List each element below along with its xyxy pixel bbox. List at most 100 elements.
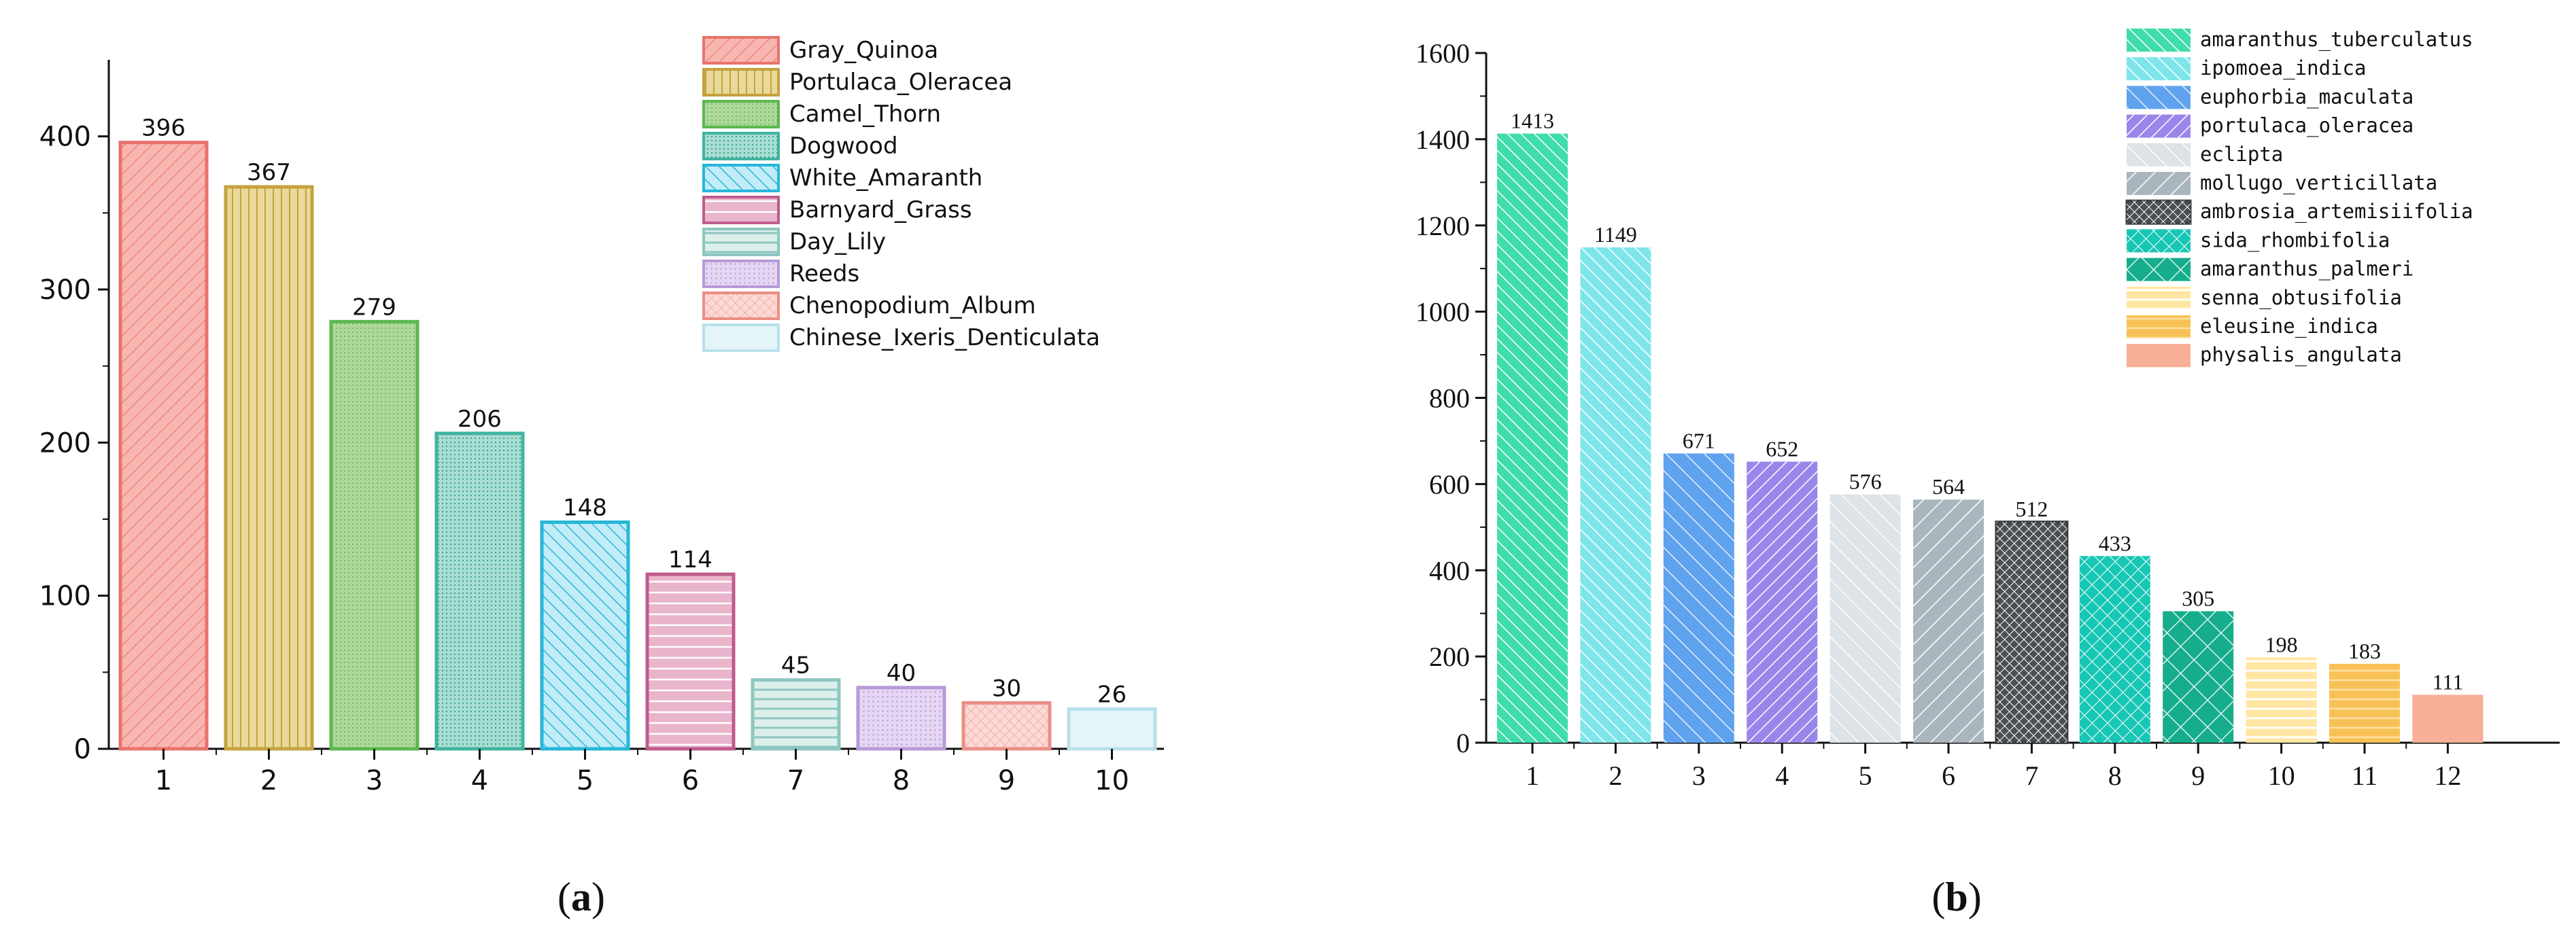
x-tick-label-b: 8 <box>2108 760 2122 791</box>
data-label-b: 1149 <box>1594 222 1637 247</box>
data-label-b: 183 <box>2348 639 2381 663</box>
y-tick-label-b: 1200 <box>1415 211 1470 241</box>
bar-b <box>2412 694 2484 743</box>
bar-b <box>2163 611 2234 743</box>
legend-swatch-a <box>702 132 780 160</box>
x-tick-label-b: 5 <box>1859 760 1872 791</box>
y-tick-label-b: 1400 <box>1415 124 1470 155</box>
chart-a: 0 100 200 300 400 396 1 367 2 279 3 206 4 148 5 114 6 45 7… <box>39 36 1164 796</box>
legend-swatch-b <box>2127 286 2191 310</box>
legend-label-b: amaranthus_tuberculatus <box>2200 28 2473 52</box>
legend-label-b: amaranthus_palmeri <box>2200 258 2414 281</box>
bar-b <box>2246 657 2317 743</box>
y-tick-label-a: 100 <box>39 581 91 612</box>
x-tick-label-b: 2 <box>1609 760 1622 791</box>
data-label-a: 206 <box>458 406 502 433</box>
y-tick-label-a: 300 <box>39 275 91 306</box>
bar-a <box>645 572 736 751</box>
bar-a <box>540 521 630 751</box>
data-label-b: 198 <box>2265 632 2298 656</box>
legend-swatch-a <box>702 292 780 320</box>
legend-swatch-b <box>2127 86 2191 109</box>
bar-b <box>1996 522 2067 743</box>
data-label-b: 564 <box>1932 474 1965 499</box>
legend-swatch-a <box>702 260 780 288</box>
legend-label-a: Day_Lily <box>789 228 886 255</box>
data-label-a: 279 <box>352 294 396 321</box>
legend-label-b: euphorbia_maculata <box>2200 85 2414 109</box>
x-tick-label-a: 10 <box>1095 765 1129 796</box>
y-tick-label-b: 1000 <box>1415 297 1470 328</box>
legend-label-a: Chenopodium_Album <box>789 292 1036 319</box>
x-tick-label-b: 11 <box>2352 760 2378 791</box>
legend-label-b: ambrosia_artemisiifolia <box>2200 200 2473 224</box>
bar-b <box>1497 133 1568 743</box>
legend-label-b: senna_obtusifolia <box>2200 286 2402 310</box>
legend-swatch-b <box>2127 57 2191 81</box>
x-tick-label-a: 9 <box>998 765 1015 796</box>
legend-label-b: portulaca_oleracea <box>2200 114 2414 138</box>
x-tick-label-a: 1 <box>155 765 172 796</box>
data-label-b: 433 <box>2099 531 2131 555</box>
chart-b: 0200400600800100012001400160014131114926… <box>1415 28 2560 791</box>
bar-a <box>118 141 209 751</box>
bar-b <box>2329 663 2400 743</box>
legend-label-a: Barnyard_Grass <box>789 196 972 224</box>
x-tick-label-a: 5 <box>577 765 594 796</box>
data-label-b: 576 <box>1849 470 1882 494</box>
x-tick-label-b: 12 <box>2434 760 2461 791</box>
y-tick-label-b: 0 <box>1456 728 1470 758</box>
bar-a <box>856 686 946 751</box>
data-label-a: 30 <box>992 675 1021 702</box>
x-tick-label-b: 3 <box>1692 760 1706 791</box>
x-tick-label-b: 9 <box>2191 760 2205 791</box>
data-label-b: 652 <box>1766 436 1798 461</box>
legend-label-b: physalis_angulata <box>2200 343 2402 367</box>
data-label-b: 305 <box>2182 586 2214 611</box>
legend-swatch-a <box>702 68 780 96</box>
legend-swatch-b <box>2127 143 2191 166</box>
legend-label-b: eclipta <box>2200 143 2283 166</box>
legend-swatch-a <box>702 228 780 256</box>
x-tick-label-b: 6 <box>1942 760 1955 791</box>
bar-b <box>2079 556 2150 743</box>
legend-swatch-a <box>702 100 780 128</box>
bar-b <box>1830 494 1901 743</box>
bar-a <box>751 678 841 751</box>
x-tick-label-a: 2 <box>260 765 277 796</box>
bar-a <box>224 185 314 751</box>
legend-swatch-b <box>2127 315 2191 338</box>
x-tick-label-a: 8 <box>893 765 910 796</box>
legend-swatch-b <box>2127 258 2191 281</box>
legend-swatch-b <box>2127 229 2191 253</box>
legend-swatch-b <box>2127 172 2191 195</box>
data-label-a: 367 <box>247 159 291 186</box>
legend-swatch-a <box>702 323 780 352</box>
x-tick-label-a: 4 <box>471 765 488 796</box>
x-tick-label-a: 3 <box>366 765 383 796</box>
x-tick-label-b: 10 <box>2268 760 2295 791</box>
bar-b <box>1580 247 1651 743</box>
legend-label-a: Portulaca_Oleracea <box>789 69 1012 96</box>
legend-swatch-b <box>2127 29 2191 52</box>
data-label-b: 111 <box>2433 670 2464 694</box>
bar-a <box>434 431 525 751</box>
data-label-a: 148 <box>563 495 607 522</box>
caption-b: (b) <box>1931 875 1981 919</box>
y-tick-label-a: 0 <box>74 734 91 765</box>
bar-a <box>329 319 419 751</box>
legend-label-a: Camel_Thorn <box>789 101 941 128</box>
data-label-a: 45 <box>781 652 810 680</box>
y-tick-label-b: 800 <box>1429 383 1470 414</box>
data-label-a: 26 <box>1097 681 1127 708</box>
x-tick-label-b: 1 <box>1526 760 1539 791</box>
y-tick-label-b: 600 <box>1429 469 1470 499</box>
legend-label-a: Chinese_Ixeris_Denticulata <box>789 324 1100 351</box>
caption-a: (a) <box>557 875 605 919</box>
bar-a <box>961 701 1052 751</box>
legend-swatch-b <box>2127 344 2191 368</box>
legend-label-b: ipomoea_indica <box>2200 56 2366 80</box>
data-label-a: 40 <box>887 660 916 687</box>
x-tick-label-a: 7 <box>787 765 804 796</box>
legend-swatch-b <box>2127 200 2191 224</box>
